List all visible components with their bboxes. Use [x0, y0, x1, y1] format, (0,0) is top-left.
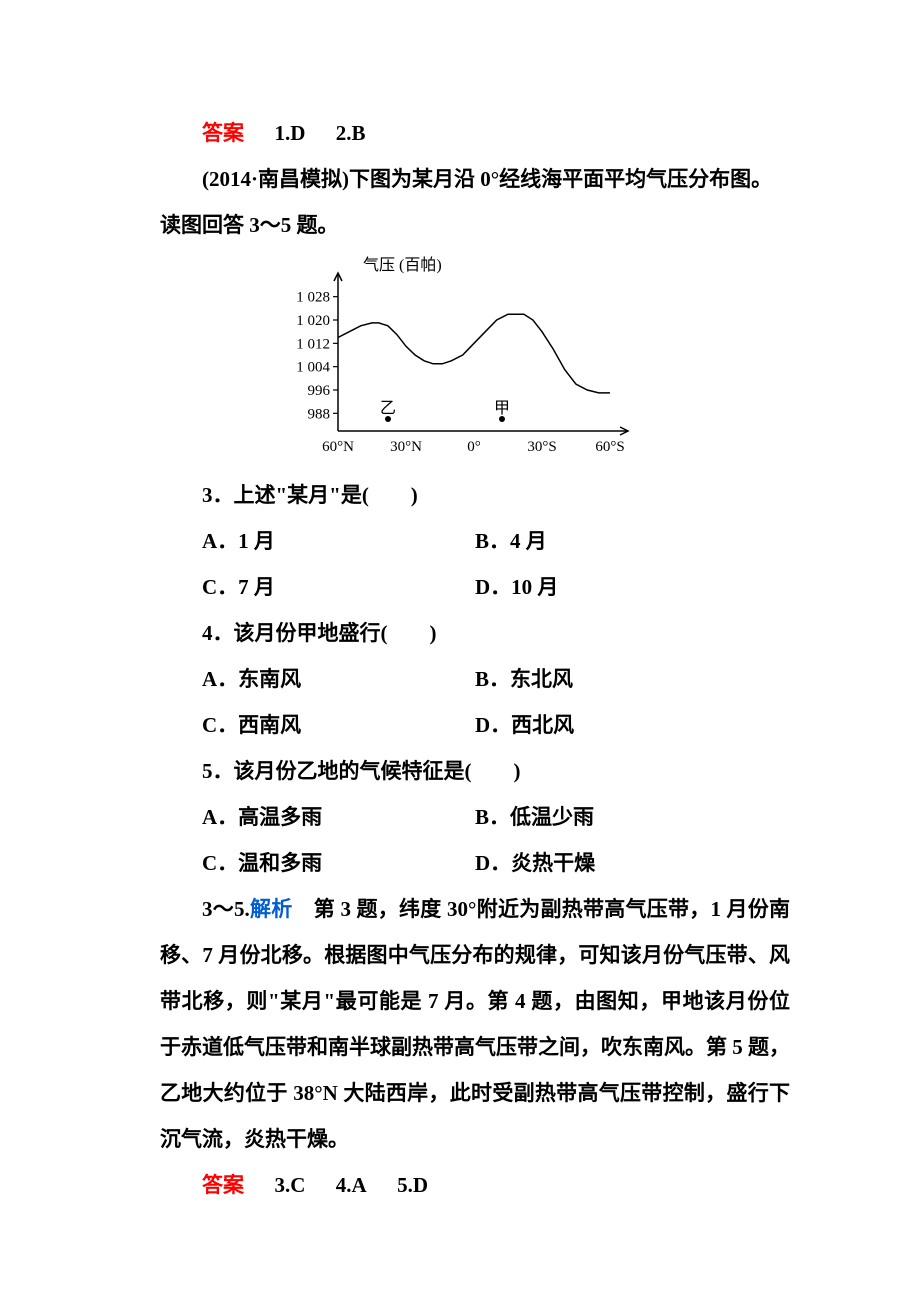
svg-text:气压 (百帕): 气压 (百帕): [363, 256, 442, 274]
svg-text:乙: 乙: [380, 400, 396, 417]
answer-item: 4.A: [336, 1173, 367, 1197]
q3-option-b: B．4 月: [475, 518, 790, 564]
q3-options-row2: C．7 月 D．10 月: [160, 564, 790, 610]
svg-text:996: 996: [308, 383, 331, 399]
q3-option-c: C．7 月: [160, 564, 475, 610]
answer-item: 2.B: [336, 121, 366, 145]
explanation-block: 3～5.解析 第 3 题，纬度 30°附近为副热带高气压带，1 月份南移、7 月…: [160, 886, 790, 1162]
svg-text:甲: 甲: [494, 400, 510, 417]
q4-option-c: C．西南风: [160, 702, 475, 748]
answer-label: 答案: [202, 1173, 244, 1197]
q5-options-row1: A．高温多雨 B．低温少雨: [160, 794, 790, 840]
q3-option-d: D．10 月: [475, 564, 790, 610]
answer-label: 答案: [202, 121, 244, 145]
explain-label: 解析: [250, 897, 293, 921]
svg-text:1 004: 1 004: [296, 360, 330, 376]
prompt-line-2: 读图回答 3～5 题。: [160, 202, 790, 248]
svg-text:60°N: 60°N: [322, 439, 354, 455]
q3-options-row1: A．1 月 B．4 月: [160, 518, 790, 564]
q4-option-a: A．东南风: [160, 656, 475, 702]
svg-text:1 020: 1 020: [296, 313, 330, 329]
answer-block-1: 答案 1.D 2.B: [160, 110, 790, 156]
svg-text:0°: 0°: [467, 439, 481, 455]
explain-prefix: 3～5.: [202, 897, 250, 921]
answer-item: 3.C: [274, 1173, 305, 1197]
q4-option-b: B．东北风: [475, 656, 790, 702]
answer-item: 1.D: [274, 121, 305, 145]
q3-stem: 3．上述"某月"是( ): [160, 472, 790, 518]
svg-text:30°N: 30°N: [390, 439, 422, 455]
q5-option-c: C．温和多雨: [160, 840, 475, 886]
explain-text: 第 3 题，纬度 30°附近为副热带高气压带，1 月份南移、7 月份北移。根据图…: [160, 897, 790, 1151]
svg-text:988: 988: [308, 406, 331, 422]
svg-text:1 012: 1 012: [296, 336, 330, 352]
answer-item: 5.D: [397, 1173, 428, 1197]
svg-text:1 028: 1 028: [296, 290, 330, 306]
q4-options-row2: C．西南风 D．西北风: [160, 702, 790, 748]
prompt-line-1: (2014·南昌模拟)下图为某月沿 0°经线海平面平均气压分布图。: [160, 156, 790, 202]
q4-stem: 4．该月份甲地盛行( ): [160, 610, 790, 656]
svg-text:60°S: 60°S: [595, 439, 624, 455]
q5-options-row2: C．温和多雨 D．炎热干燥: [160, 840, 790, 886]
q3-option-a: A．1 月: [160, 518, 475, 564]
document-page: 答案 1.D 2.B (2014·南昌模拟)下图为某月沿 0°经线海平面平均气压…: [0, 0, 920, 1302]
q4-option-d: D．西北风: [475, 702, 790, 748]
pressure-chart: 气压 (百帕) 988 996 1 004 1 012 1 020 1 028 60°N 30°…: [160, 250, 790, 470]
q5-option-b: B．低温少雨: [475, 794, 790, 840]
q5-option-d: D．炎热干燥: [475, 840, 790, 886]
answer-block-2: 答案 3.C 4.A 5.D: [160, 1162, 790, 1208]
q5-stem: 5．该月份乙地的气候特征是( ): [160, 748, 790, 794]
q4-options-row1: A．东南风 B．东北风: [160, 656, 790, 702]
q5-option-a: A．高温多雨: [160, 794, 475, 840]
svg-text:30°S: 30°S: [527, 439, 556, 455]
